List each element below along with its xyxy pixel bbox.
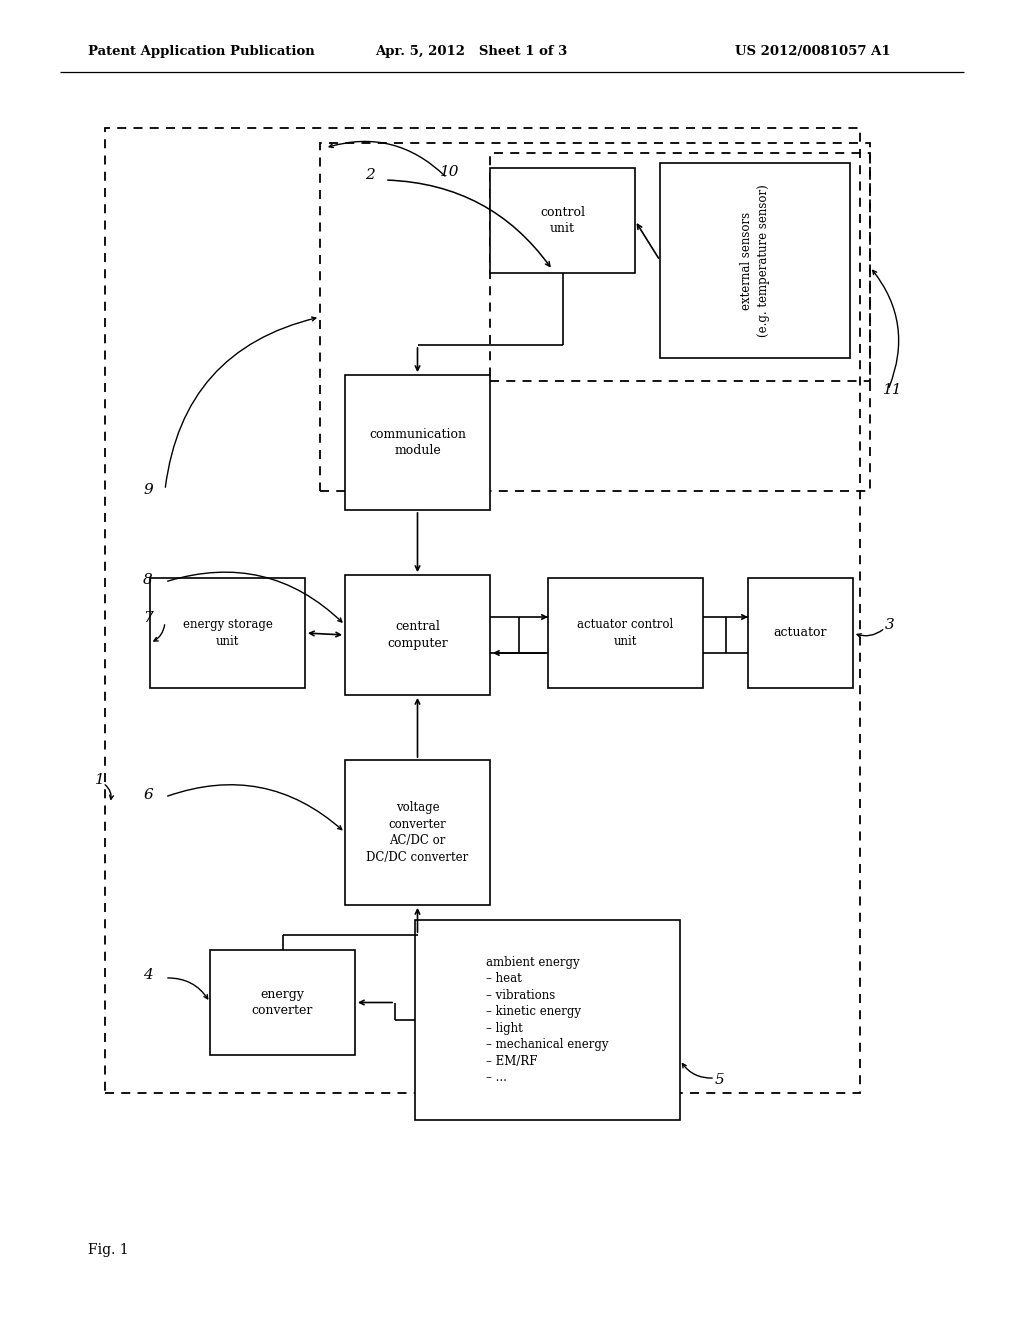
Text: 6: 6 bbox=[143, 788, 153, 803]
Bar bbox=[660, 162, 850, 358]
Bar bbox=[415, 920, 680, 1119]
Bar bbox=[319, 143, 870, 491]
Text: actuator control
unit: actuator control unit bbox=[578, 618, 674, 648]
Text: central
computer: central computer bbox=[387, 620, 447, 649]
Bar bbox=[345, 760, 490, 906]
Bar bbox=[210, 950, 355, 1055]
Text: 10: 10 bbox=[440, 165, 460, 180]
Text: 1: 1 bbox=[95, 774, 104, 787]
Bar bbox=[345, 576, 490, 696]
Text: external sensors
(e.g. temperature sensor): external sensors (e.g. temperature senso… bbox=[740, 183, 770, 337]
Bar bbox=[490, 153, 870, 381]
Text: 2: 2 bbox=[366, 168, 375, 182]
Text: Apr. 5, 2012   Sheet 1 of 3: Apr. 5, 2012 Sheet 1 of 3 bbox=[375, 45, 567, 58]
Text: communication
module: communication module bbox=[369, 428, 466, 457]
Text: 5: 5 bbox=[715, 1073, 725, 1086]
Text: 4: 4 bbox=[143, 968, 153, 982]
Text: 3: 3 bbox=[885, 618, 895, 632]
Text: 9: 9 bbox=[143, 483, 153, 498]
Bar bbox=[490, 168, 635, 273]
Text: control
unit: control unit bbox=[540, 206, 585, 235]
Text: 11: 11 bbox=[884, 383, 903, 397]
Text: US 2012/0081057 A1: US 2012/0081057 A1 bbox=[735, 45, 891, 58]
Text: 8: 8 bbox=[143, 573, 153, 587]
Text: actuator: actuator bbox=[774, 627, 827, 639]
Text: Patent Application Publication: Patent Application Publication bbox=[88, 45, 314, 58]
Bar bbox=[748, 578, 853, 688]
Bar bbox=[345, 375, 490, 510]
Text: voltage
converter
AC/DC or
DC/DC converter: voltage converter AC/DC or DC/DC convert… bbox=[367, 801, 469, 863]
Bar bbox=[105, 128, 860, 1093]
Text: Fig. 1: Fig. 1 bbox=[88, 1243, 129, 1257]
Text: energy
converter: energy converter bbox=[252, 987, 313, 1018]
Bar bbox=[548, 578, 703, 688]
Text: 7: 7 bbox=[143, 611, 153, 624]
Text: energy storage
unit: energy storage unit bbox=[182, 618, 272, 648]
Text: ambient energy
– heat
– vibrations
– kinetic energy
– light
– mechanical energy
: ambient energy – heat – vibrations – kin… bbox=[486, 956, 608, 1084]
Bar bbox=[150, 578, 305, 688]
